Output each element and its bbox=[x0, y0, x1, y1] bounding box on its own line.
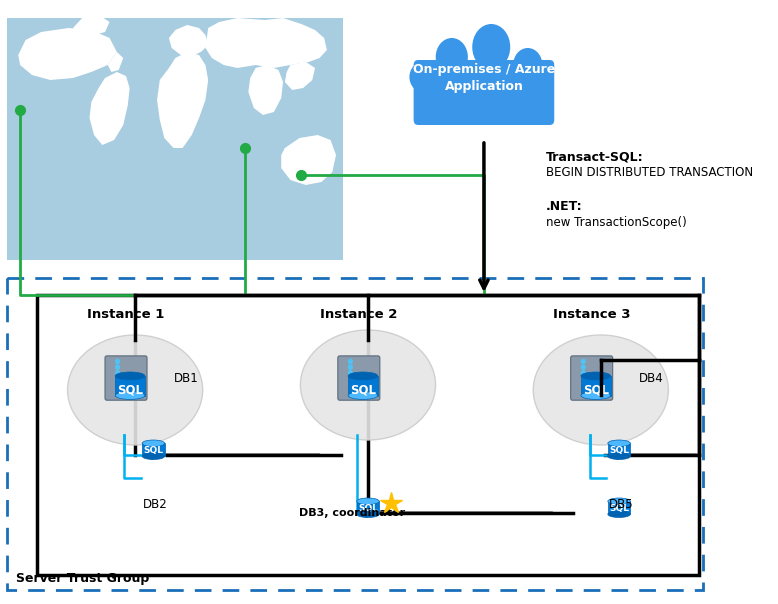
Text: SQL: SQL bbox=[609, 446, 629, 455]
Polygon shape bbox=[115, 376, 145, 396]
Circle shape bbox=[580, 364, 586, 370]
Text: Transact-SQL:: Transact-SQL: bbox=[546, 150, 643, 163]
Circle shape bbox=[580, 370, 586, 376]
Text: new TransactionScope(): new TransactionScope() bbox=[546, 216, 687, 229]
Ellipse shape bbox=[142, 453, 165, 460]
Ellipse shape bbox=[608, 511, 630, 518]
Polygon shape bbox=[608, 443, 630, 456]
Text: .NET:: .NET: bbox=[546, 200, 583, 213]
Polygon shape bbox=[205, 18, 327, 68]
Text: On-premises / Azure
Application: On-premises / Azure Application bbox=[413, 63, 555, 93]
Polygon shape bbox=[608, 501, 630, 514]
Text: DB3, coordinator: DB3, coordinator bbox=[300, 508, 405, 518]
Ellipse shape bbox=[533, 335, 668, 445]
FancyBboxPatch shape bbox=[414, 60, 554, 125]
Text: BEGIN DISTRIBUTED TRANSACTION: BEGIN DISTRIBUTED TRANSACTION bbox=[546, 166, 753, 179]
Polygon shape bbox=[73, 16, 110, 38]
FancyBboxPatch shape bbox=[105, 356, 147, 400]
Text: Server Trust Group: Server Trust Group bbox=[16, 572, 149, 585]
Polygon shape bbox=[89, 72, 130, 145]
Polygon shape bbox=[281, 135, 336, 185]
Polygon shape bbox=[248, 65, 283, 115]
Ellipse shape bbox=[436, 38, 468, 76]
Polygon shape bbox=[157, 52, 209, 148]
Ellipse shape bbox=[142, 440, 165, 446]
FancyBboxPatch shape bbox=[571, 356, 613, 400]
Ellipse shape bbox=[300, 330, 436, 440]
Text: DB1: DB1 bbox=[173, 371, 198, 385]
Ellipse shape bbox=[348, 391, 378, 399]
Text: SQL: SQL bbox=[143, 446, 163, 455]
Ellipse shape bbox=[409, 62, 436, 92]
Polygon shape bbox=[285, 62, 315, 90]
Text: Instance 3: Instance 3 bbox=[553, 308, 630, 321]
Ellipse shape bbox=[68, 335, 203, 445]
Circle shape bbox=[348, 359, 353, 364]
Polygon shape bbox=[169, 25, 209, 56]
Ellipse shape bbox=[348, 372, 378, 380]
Circle shape bbox=[348, 364, 353, 370]
Circle shape bbox=[580, 359, 586, 364]
Ellipse shape bbox=[357, 511, 379, 518]
Ellipse shape bbox=[115, 391, 145, 399]
Polygon shape bbox=[142, 443, 165, 456]
Text: DB2: DB2 bbox=[143, 498, 167, 511]
Text: SQL: SQL bbox=[609, 504, 629, 513]
Text: SQL: SQL bbox=[117, 383, 143, 396]
Ellipse shape bbox=[357, 498, 379, 504]
Text: SQL: SQL bbox=[350, 383, 376, 396]
Circle shape bbox=[115, 370, 120, 376]
Polygon shape bbox=[357, 501, 379, 514]
Ellipse shape bbox=[115, 372, 145, 380]
Polygon shape bbox=[107, 52, 123, 72]
Ellipse shape bbox=[608, 440, 630, 446]
Ellipse shape bbox=[581, 372, 611, 380]
Ellipse shape bbox=[608, 453, 630, 460]
Circle shape bbox=[115, 364, 120, 370]
Ellipse shape bbox=[472, 24, 510, 70]
Circle shape bbox=[115, 359, 120, 364]
Polygon shape bbox=[348, 376, 378, 396]
Polygon shape bbox=[18, 28, 117, 80]
FancyBboxPatch shape bbox=[7, 18, 343, 260]
Text: DB5: DB5 bbox=[608, 498, 633, 511]
Ellipse shape bbox=[581, 391, 611, 399]
Ellipse shape bbox=[608, 498, 630, 504]
Text: Instance 2: Instance 2 bbox=[321, 308, 398, 321]
Text: DB4: DB4 bbox=[640, 371, 664, 385]
Polygon shape bbox=[581, 376, 611, 396]
Text: Instance 1: Instance 1 bbox=[87, 308, 165, 321]
Ellipse shape bbox=[513, 48, 542, 82]
Text: SQL: SQL bbox=[583, 383, 608, 396]
Text: SQL: SQL bbox=[358, 504, 378, 513]
Circle shape bbox=[348, 370, 353, 376]
FancyBboxPatch shape bbox=[338, 356, 380, 400]
